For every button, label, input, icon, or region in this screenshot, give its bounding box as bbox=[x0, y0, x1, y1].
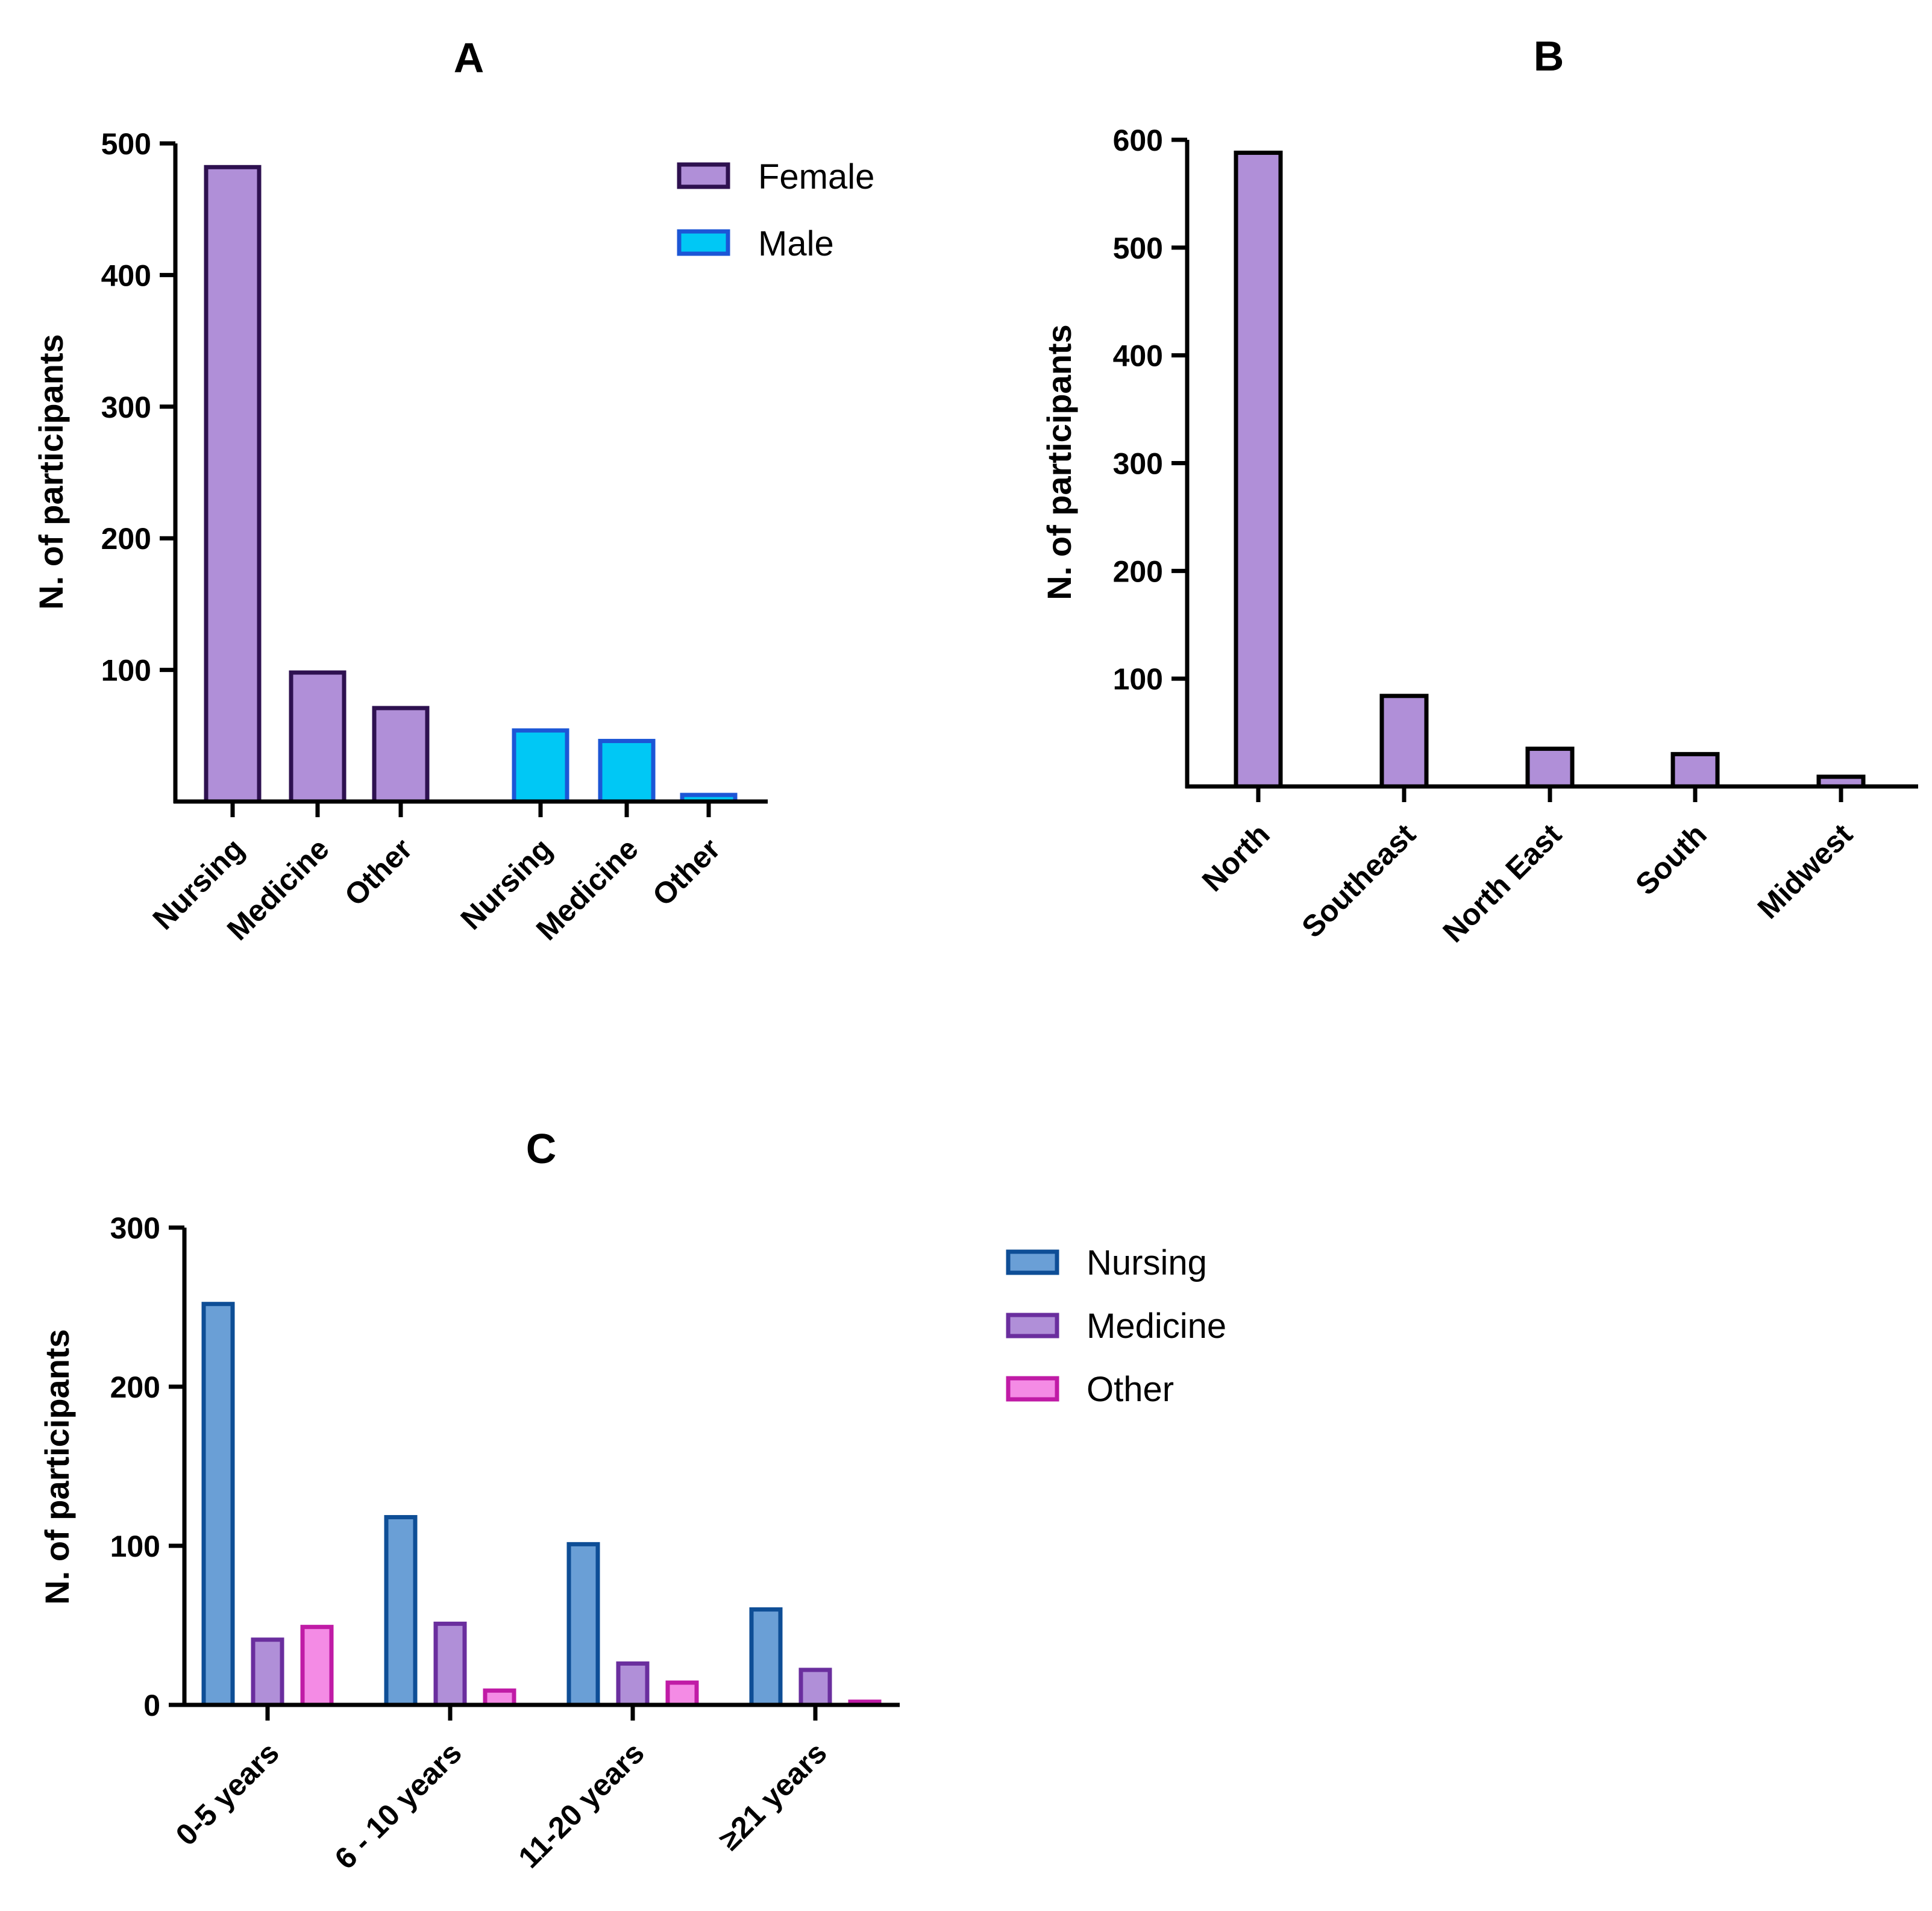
panel-b-x-ticks bbox=[1256, 786, 1843, 802]
panel-a-y-ticks: 100 200 300 400 500 bbox=[101, 127, 175, 688]
panel-b-bars bbox=[1234, 150, 1866, 789]
panel-a-y-tick-label-500: 500 bbox=[101, 127, 151, 161]
panel-b-y-tick-label-500: 500 bbox=[1113, 231, 1163, 265]
panel-b-y-ticks: 100 200 300 400 500 600 bbox=[1113, 124, 1187, 696]
panel-a-bar-female-nursing bbox=[204, 165, 262, 804]
panel-a-bar-female-other bbox=[372, 706, 430, 804]
panel-b-bar-southeast bbox=[1379, 694, 1429, 789]
panel-b-x-tick-label-midwest: Midwest bbox=[1751, 817, 1859, 925]
panel-b-bar-north bbox=[1234, 150, 1283, 789]
panel-a-bar-female-medicine bbox=[289, 670, 347, 804]
panel-c-y-tick-label-200: 200 bbox=[110, 1370, 160, 1404]
legend-swatch-female bbox=[677, 162, 730, 189]
panel-b-x-tick-label-south: South bbox=[1629, 817, 1713, 902]
panel-b-bar-north-east bbox=[1525, 746, 1575, 789]
panel-b-x-tick-label-southeast: Southeast bbox=[1295, 817, 1422, 944]
panel-b-title: B bbox=[1534, 33, 1564, 80]
panel-c-title: C bbox=[526, 1125, 557, 1172]
panel-b-y-tick-label-600: 600 bbox=[1113, 124, 1163, 157]
panel-c-bar-0-5-years-other bbox=[300, 1625, 334, 1707]
panel-c-legend: Nursing Medicine Other bbox=[1006, 1243, 1226, 1409]
panel-c-x-tick-label-11-20-years: 11-20 years bbox=[512, 1736, 650, 1874]
legend-label-other: Other bbox=[1087, 1370, 1174, 1409]
panel-c-chart: C N. of participants 0 100 200 300 0-5 year… bbox=[38, 1125, 1226, 1875]
panel-c-x-tick-label-ge21-years: ≥21 years bbox=[712, 1736, 833, 1857]
panel-c-y-ticks: 0 100 200 300 bbox=[110, 1211, 184, 1722]
panel-a-legend: Female Male bbox=[677, 157, 874, 263]
panel-c-x-ticks bbox=[265, 1705, 818, 1721]
legend-swatch-medicine bbox=[1006, 1313, 1059, 1338]
panel-c-bar-6-10-years-other bbox=[483, 1688, 516, 1707]
panel-b-x-tick-label-north: North bbox=[1196, 817, 1276, 898]
panel-c-bar-6-10-years-medicine bbox=[433, 1621, 467, 1707]
panel-b-y-tick-label-300: 300 bbox=[1113, 447, 1163, 481]
panel-a-title: A bbox=[454, 34, 485, 81]
legend-label-medicine: Medicine bbox=[1087, 1307, 1226, 1346]
panel-c-x-tick-label-0-5-years: 0-5 years bbox=[169, 1736, 286, 1852]
panel-a-chart: A N. of participants 100 200 300 400 500 Nur… bbox=[32, 34, 874, 947]
panel-c-x-tick-labels: 0-5 years 6 - 10 years 11-20 years ≥21 year… bbox=[169, 1736, 833, 1875]
legend-swatch-male bbox=[677, 229, 730, 256]
panel-c-bar-ge21-years-nursing bbox=[749, 1607, 783, 1707]
panel-b-y-tick-label-200: 200 bbox=[1113, 554, 1163, 588]
panel-b-y-tick-label-400: 400 bbox=[1113, 339, 1163, 373]
panel-c-bar-11-20-years-other bbox=[665, 1680, 699, 1707]
panel-c-bars bbox=[201, 1302, 882, 1707]
panel-a-y-axis-label: N. of participants bbox=[32, 334, 70, 609]
panel-a-x-tick-label-female-other: Other bbox=[338, 832, 419, 912]
panel-a-y-tick-label-300: 300 bbox=[101, 391, 151, 424]
panel-b-y-tick-label-100: 100 bbox=[1113, 662, 1163, 696]
panel-b-x-tick-label-north-east: North East bbox=[1436, 817, 1568, 949]
legend-swatch-nursing bbox=[1006, 1249, 1059, 1275]
panel-a-y-tick-label-100: 100 bbox=[101, 654, 151, 688]
panel-b-bar-south bbox=[1670, 752, 1720, 789]
legend-swatch-other bbox=[1006, 1376, 1059, 1402]
panel-b-x-tick-labels: North Southeast North East South Midwest bbox=[1196, 817, 1859, 949]
panel-b-y-axis-label: N. of participants bbox=[1040, 324, 1078, 600]
legend-label-female: Female bbox=[758, 157, 874, 196]
legend-label-male: Male bbox=[758, 224, 834, 263]
panel-a-x-tick-label-male-other: Other bbox=[646, 832, 727, 912]
panel-c-bar-ge21-years-medicine bbox=[798, 1668, 832, 1707]
panel-c-y-tick-label-0: 0 bbox=[143, 1689, 160, 1722]
panel-c-bar-0-5-years-medicine bbox=[251, 1637, 284, 1707]
panel-c-y-tick-label-100: 100 bbox=[110, 1530, 160, 1563]
panel-c-bar-6-10-years-nursing bbox=[384, 1514, 418, 1707]
panel-c-bar-11-20-years-nursing bbox=[566, 1542, 600, 1707]
panel-c-bar-11-20-years-medicine bbox=[616, 1661, 650, 1707]
panel-a-bars bbox=[204, 165, 738, 804]
panel-a-x-ticks bbox=[230, 802, 711, 817]
panel-b-chart: B N. of participants 100200300400500600 … bbox=[1040, 33, 1918, 949]
panel-a-bar-male-nursing bbox=[512, 728, 569, 804]
legend-label-nursing: Nursing bbox=[1087, 1243, 1207, 1282]
panel-c-x-tick-label-6-10-years: 6 - 10 years bbox=[328, 1736, 468, 1875]
panel-c-bar-0-5-years-nursing bbox=[201, 1302, 235, 1707]
panel-a-y-tick-label-200: 200 bbox=[101, 522, 151, 556]
panel-a-y-tick-label-400: 400 bbox=[101, 259, 151, 292]
panel-c-y-tick-label-300: 300 bbox=[110, 1211, 160, 1245]
panel-a-bar-male-medicine bbox=[598, 739, 656, 804]
panel-c-y-axis-label: N. of participants bbox=[38, 1329, 76, 1604]
